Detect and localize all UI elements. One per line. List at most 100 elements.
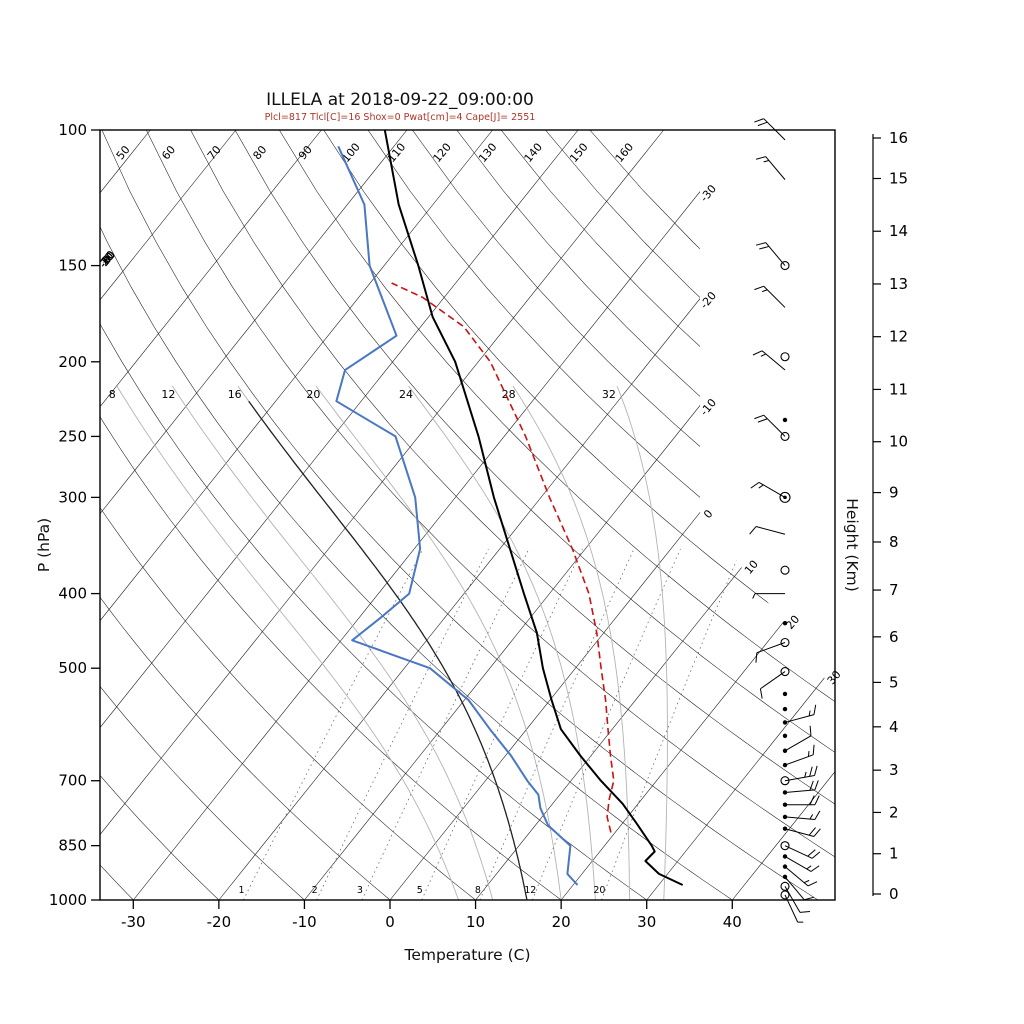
wind-barb bbox=[782, 691, 788, 697]
wind-barb bbox=[782, 620, 788, 626]
wind-barb bbox=[782, 826, 821, 837]
svg-text:1: 1 bbox=[889, 845, 899, 863]
svg-text:-10: -10 bbox=[292, 913, 317, 931]
isotherms bbox=[100, 130, 835, 900]
svg-text:250: 250 bbox=[58, 427, 87, 445]
svg-text:-20: -20 bbox=[698, 289, 720, 311]
svg-text:120: 120 bbox=[430, 141, 453, 165]
dewpoint-curve bbox=[335, 145, 579, 886]
wind-barb bbox=[780, 841, 821, 859]
svg-text:400: 400 bbox=[58, 585, 87, 603]
wind-barb bbox=[752, 350, 786, 371]
svg-text:0: 0 bbox=[385, 913, 395, 931]
wind-barb bbox=[755, 637, 790, 663]
wind-barb bbox=[782, 810, 821, 821]
svg-text:24: 24 bbox=[399, 388, 413, 401]
svg-text:30: 30 bbox=[637, 913, 656, 931]
temperature-curve bbox=[383, 130, 684, 886]
wind-barb bbox=[750, 481, 791, 503]
svg-text:15: 15 bbox=[889, 169, 908, 187]
wind-barb bbox=[754, 414, 790, 441]
wind-barb bbox=[782, 864, 818, 887]
wind-barb bbox=[754, 285, 786, 308]
wetbulb-adiabat-curve bbox=[248, 400, 528, 900]
svg-text:0: 0 bbox=[889, 885, 899, 903]
svg-text:10: 10 bbox=[742, 558, 761, 577]
grid-lines bbox=[100, 130, 835, 900]
svg-text:-30: -30 bbox=[698, 182, 720, 204]
svg-text:4: 4 bbox=[889, 718, 899, 736]
svg-text:6: 6 bbox=[889, 628, 899, 646]
svg-text:3: 3 bbox=[889, 761, 899, 779]
grid-line-labels: 50 60 70 80 90 100 110 120 130 140 150 1603020100-1… bbox=[97, 141, 844, 896]
svg-text:14: 14 bbox=[889, 222, 908, 240]
pressure-axis: 100 150 200 250 300 400 500 700 850 1000 bbox=[49, 121, 100, 909]
plot-frame bbox=[99, 129, 836, 901]
svg-text:100: 100 bbox=[58, 121, 87, 139]
svg-text:8: 8 bbox=[109, 388, 116, 401]
svg-text:130: 130 bbox=[476, 141, 499, 165]
svg-text:850: 850 bbox=[58, 837, 87, 855]
wind-barb bbox=[782, 417, 788, 423]
wind-barb bbox=[782, 780, 819, 795]
svg-text:10: 10 bbox=[466, 913, 485, 931]
svg-text:200: 200 bbox=[58, 353, 87, 371]
dry-adiabats bbox=[100, 130, 835, 900]
wind-barb bbox=[782, 733, 788, 738]
wind-barb bbox=[749, 526, 786, 535]
svg-text:100: 100 bbox=[339, 141, 362, 165]
svg-text:-20: -20 bbox=[207, 913, 232, 931]
svg-text:1: 1 bbox=[238, 885, 244, 896]
wind-barb bbox=[780, 765, 818, 786]
wind-barb bbox=[759, 666, 790, 699]
svg-text:2: 2 bbox=[889, 803, 899, 821]
wind-barb bbox=[780, 890, 804, 923]
svg-text:12: 12 bbox=[161, 388, 175, 401]
chart-subtitle: Plcl=817 Tlcl[C]=16 Shox=0 Pwat[cm]=4 Ca… bbox=[264, 112, 536, 123]
wind-barb bbox=[780, 565, 790, 575]
svg-text:16: 16 bbox=[228, 388, 242, 401]
parcel-curve bbox=[391, 282, 615, 833]
svg-text:70: 70 bbox=[205, 143, 224, 162]
svg-text:30: 30 bbox=[825, 668, 844, 687]
svg-text:7: 7 bbox=[889, 581, 899, 599]
svg-text:5: 5 bbox=[889, 673, 899, 691]
sounding-profiles bbox=[248, 130, 684, 900]
x-axis-label: Temperature (C) bbox=[404, 946, 531, 964]
svg-text:160: 160 bbox=[613, 141, 636, 165]
wind-barb bbox=[755, 156, 786, 180]
svg-text:50: 50 bbox=[114, 143, 133, 162]
svg-text:9: 9 bbox=[889, 484, 899, 502]
wind-barb bbox=[782, 744, 815, 768]
svg-text:300: 300 bbox=[58, 488, 87, 506]
svg-text:500: 500 bbox=[58, 659, 87, 677]
svg-text:2: 2 bbox=[312, 885, 318, 896]
moist-adiabats bbox=[116, 385, 668, 900]
wind-barb bbox=[782, 874, 815, 901]
wind-barb bbox=[754, 118, 786, 141]
wind-barb bbox=[782, 795, 820, 807]
wind-barb bbox=[782, 704, 817, 725]
svg-text:16: 16 bbox=[889, 129, 908, 147]
svg-text:3: 3 bbox=[357, 885, 363, 896]
svg-text:12: 12 bbox=[889, 328, 908, 346]
svg-text:20: 20 bbox=[306, 388, 320, 401]
svg-text:8: 8 bbox=[475, 885, 481, 896]
svg-text:150: 150 bbox=[567, 141, 590, 165]
svg-text:32: 32 bbox=[602, 388, 616, 401]
svg-text:40: 40 bbox=[723, 913, 742, 931]
wind-barb bbox=[782, 854, 820, 872]
svg-text:-30: -30 bbox=[121, 913, 146, 931]
svg-text:13: 13 bbox=[889, 275, 908, 293]
svg-text:-10: -10 bbox=[698, 396, 720, 418]
svg-text:5: 5 bbox=[417, 885, 423, 896]
chart-title: ILLELA at 2018-09-22_09:00:00 bbox=[266, 90, 534, 110]
wind-barbs bbox=[749, 118, 821, 923]
svg-text:150: 150 bbox=[58, 257, 87, 275]
wind-barb bbox=[782, 725, 812, 753]
svg-text:700: 700 bbox=[58, 772, 87, 790]
svg-text:11: 11 bbox=[889, 380, 908, 398]
